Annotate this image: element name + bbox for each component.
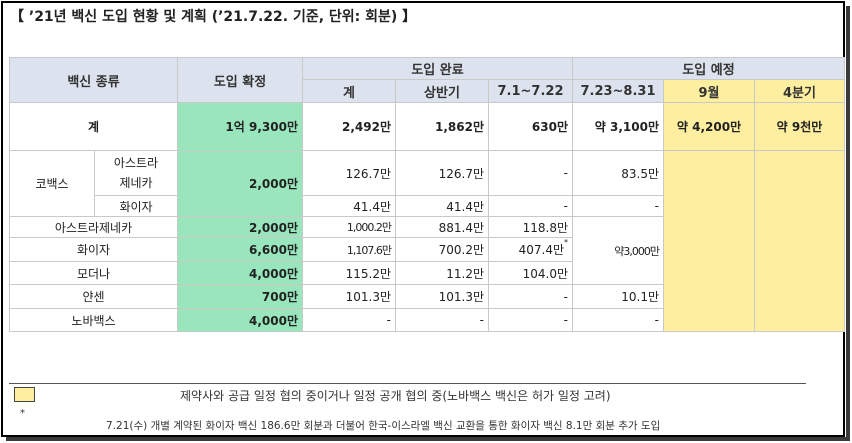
row-total: -: [302, 308, 396, 332]
row-aug: -: [572, 308, 664, 332]
footnote-text: 7.21(수) 개별 계약된 화이자 백신 186.6만 회분과 더불어 한국-…: [106, 420, 661, 432]
row-confirmed: 2,000만: [177, 216, 303, 238]
merged-aug: 약3,000만: [572, 216, 664, 285]
row-jul: 407.4만*: [488, 237, 573, 262]
total-jul: 630만: [488, 102, 573, 151]
covax-az-aug: 83.5만: [572, 150, 664, 196]
row-first-half: 101.3만: [395, 284, 489, 309]
header-q4: 4분기: [754, 79, 845, 103]
covax-az-label: 아스트라 제네카: [94, 150, 178, 196]
frame-shadow-bottom: [6, 437, 850, 441]
row-label: 화이자: [9, 237, 178, 262]
covax-az-label-line2: 제네카: [119, 176, 153, 190]
row-confirmed: 700만: [177, 284, 303, 309]
covax-confirmed: 2,000만: [177, 150, 303, 217]
row-aug: 10.1만: [572, 284, 664, 309]
row-jul: 118.8만: [488, 216, 573, 238]
total-aug: 약 3,100만: [572, 102, 664, 151]
vaccine-table: 백신 종류 도입 확정 도입 완료 도입 예정 계 상반기 7.1~7.22 7…: [9, 57, 845, 332]
row-label: 얀센: [9, 284, 178, 309]
covax-label: 코백스: [9, 150, 95, 217]
row-total: 1,107.6만: [302, 237, 396, 262]
covax-pfizer-aug: -: [572, 195, 664, 217]
header-jul: 7.1~7.22: [488, 79, 573, 103]
row-first-half: 11.2만: [395, 261, 489, 285]
row-jul: -: [488, 308, 573, 332]
total-confirmed: 1억 9,300만: [177, 102, 303, 151]
total-september: 약 4,200만: [663, 102, 755, 151]
row-jul: -: [488, 284, 573, 309]
header-total: 계: [302, 79, 396, 103]
header-vaccine-type: 백신 종류: [9, 57, 178, 103]
total-completed: 2,492만: [302, 102, 396, 151]
row-confirmed: 6,600만: [177, 237, 303, 262]
header-first-half: 상반기: [395, 79, 489, 103]
september-merged: [663, 150, 755, 332]
covax-az-label-line1: 아스트라: [113, 156, 159, 170]
total-label: 계: [9, 102, 178, 151]
footnote-mark: *: [564, 238, 568, 248]
row-total: 115.2만: [302, 261, 396, 285]
covax-pfizer-jul: -: [488, 195, 573, 217]
frame-shadow-right: [846, 6, 850, 440]
covax-pfizer-first-half: 41.4만: [395, 195, 489, 217]
footnote-star: *: [20, 408, 25, 419]
covax-pfizer-total: 41.4만: [302, 195, 396, 217]
row-label: 아스트라제네카: [9, 216, 178, 238]
row-label: 모더나: [9, 261, 178, 285]
q4-merged: [754, 150, 845, 332]
page-title: 【 ’21년 백신 도입 현황 및 계획 (’21.7.22. 기준, 단위: …: [10, 9, 417, 25]
covax-az-jul: -: [488, 150, 573, 196]
row-first-half: 700.2만: [395, 237, 489, 262]
covax-az-total: 126.7만: [302, 150, 396, 196]
legend-swatch: [14, 387, 35, 402]
row-first-half: 881.4만: [395, 216, 489, 238]
covax-az-first-half: 126.7만: [395, 150, 489, 196]
row-jul-value: 407.4만: [518, 243, 564, 257]
header-aug: 7.23~8.31: [572, 79, 664, 103]
header-planned: 도입 예정: [572, 57, 845, 80]
legend-text: 제약사와 공급 일정 협의 중이거나 일정 공개 협의 중(노바백스 백신은 허…: [180, 389, 611, 403]
total-q4: 약 9천만: [754, 102, 845, 151]
row-confirmed: 4,000만: [177, 261, 303, 285]
header-completed: 도입 완료: [302, 57, 573, 80]
row-label: 노바백스: [9, 308, 178, 332]
header-september: 9월: [663, 79, 755, 103]
row-total: 1,000.2만: [302, 216, 396, 238]
legend-divider: [9, 383, 806, 384]
covax-pfizer-label: 화이자: [94, 195, 178, 217]
row-total: 101.3만: [302, 284, 396, 309]
header-confirmed: 도입 확정: [177, 57, 303, 103]
total-first-half: 1,862만: [395, 102, 489, 151]
row-first-half: -: [395, 308, 489, 332]
row-jul: 104.0만: [488, 261, 573, 285]
row-confirmed: 4,000만: [177, 308, 303, 332]
